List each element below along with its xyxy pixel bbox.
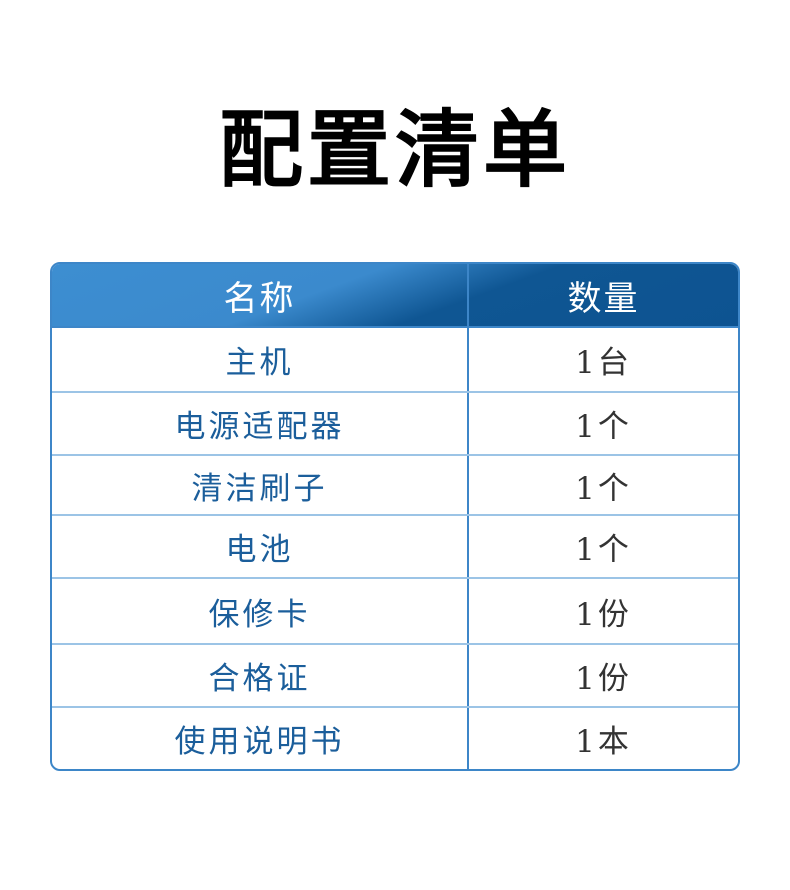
table-row: 合格证 1份 xyxy=(52,643,738,706)
item-name: 合格证 xyxy=(52,645,469,706)
item-quantity: 1个 xyxy=(575,409,632,445)
table-row: 电源适配器 1个 xyxy=(52,391,738,454)
config-list-table: 名称 数量 主机 1台 电源适配器 1个 清洁刷子 1个 电池 1个 保修卡 1份 合格证 1份 使用说… xyxy=(50,262,740,771)
table-row: 使用说明书 1本 xyxy=(52,706,738,769)
item-quantity: 1台 xyxy=(575,345,632,381)
item-quantity: 1份 xyxy=(575,661,632,697)
item-name: 保修卡 xyxy=(52,579,469,643)
item-name: 使用说明书 xyxy=(52,708,469,769)
item-name: 清洁刷子 xyxy=(52,456,469,514)
table-row: 主机 1台 xyxy=(52,328,738,391)
item-quantity: 1本 xyxy=(575,724,632,760)
table-row: 清洁刷子 1个 xyxy=(52,454,738,514)
item-quantity: 1个 xyxy=(575,470,632,507)
item-name: 主机 xyxy=(52,328,469,391)
page-title: 配置清单 xyxy=(218,100,571,199)
item-name: 电池 xyxy=(52,516,469,577)
table-row: 保修卡 1份 xyxy=(52,577,738,643)
header-name: 名称 xyxy=(52,264,469,326)
header-quantity: 数量 xyxy=(567,278,640,319)
item-quantity: 1份 xyxy=(575,596,632,633)
item-quantity: 1个 xyxy=(575,532,632,568)
table-row: 电池 1个 xyxy=(52,514,738,577)
table-header: 名称 数量 xyxy=(52,264,738,328)
item-name: 电源适配器 xyxy=(52,393,469,454)
